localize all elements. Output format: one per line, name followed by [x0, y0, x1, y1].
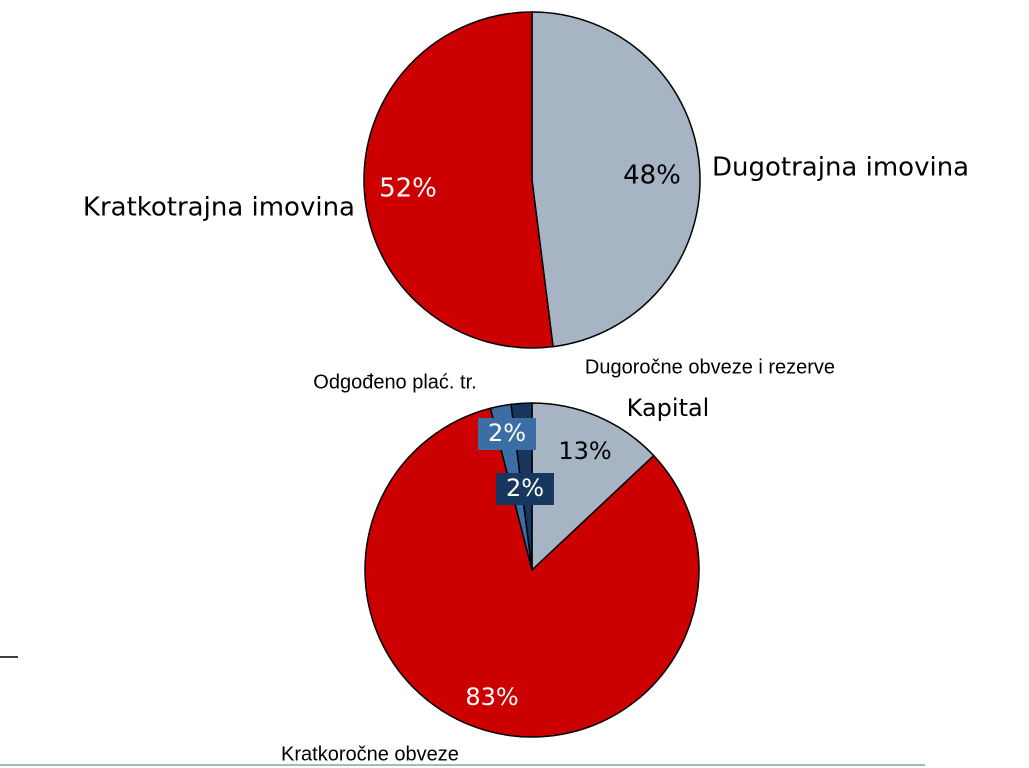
slice-category-label: Kapital — [627, 394, 710, 422]
slice-value-label: 2% — [488, 419, 526, 447]
slice-value-label: 83% — [465, 683, 518, 711]
pie-slice — [531, 11, 701, 348]
pie-slice — [363, 11, 554, 349]
slice-category-label: Dugoročne obveze i rezerve — [585, 356, 835, 378]
value-label-box — [478, 418, 536, 450]
slice-value-label: 13% — [558, 437, 611, 465]
slice-value-label: 52% — [379, 174, 437, 204]
slice-category-label: Kratkoročne obveze — [281, 743, 459, 765]
value-label-box — [496, 473, 554, 505]
pie-slice — [364, 407, 700, 738]
pie-slice — [531, 402, 655, 572]
slice-category-label: Kratkotrajna imovina — [83, 193, 355, 223]
slice-value-label: 48% — [623, 161, 681, 191]
slice-category-label: Odgođeno plać. tr. — [313, 371, 476, 393]
slice-value-label: 2% — [506, 474, 544, 502]
slice-category-label: Dugotrajna imovina — [712, 153, 969, 183]
